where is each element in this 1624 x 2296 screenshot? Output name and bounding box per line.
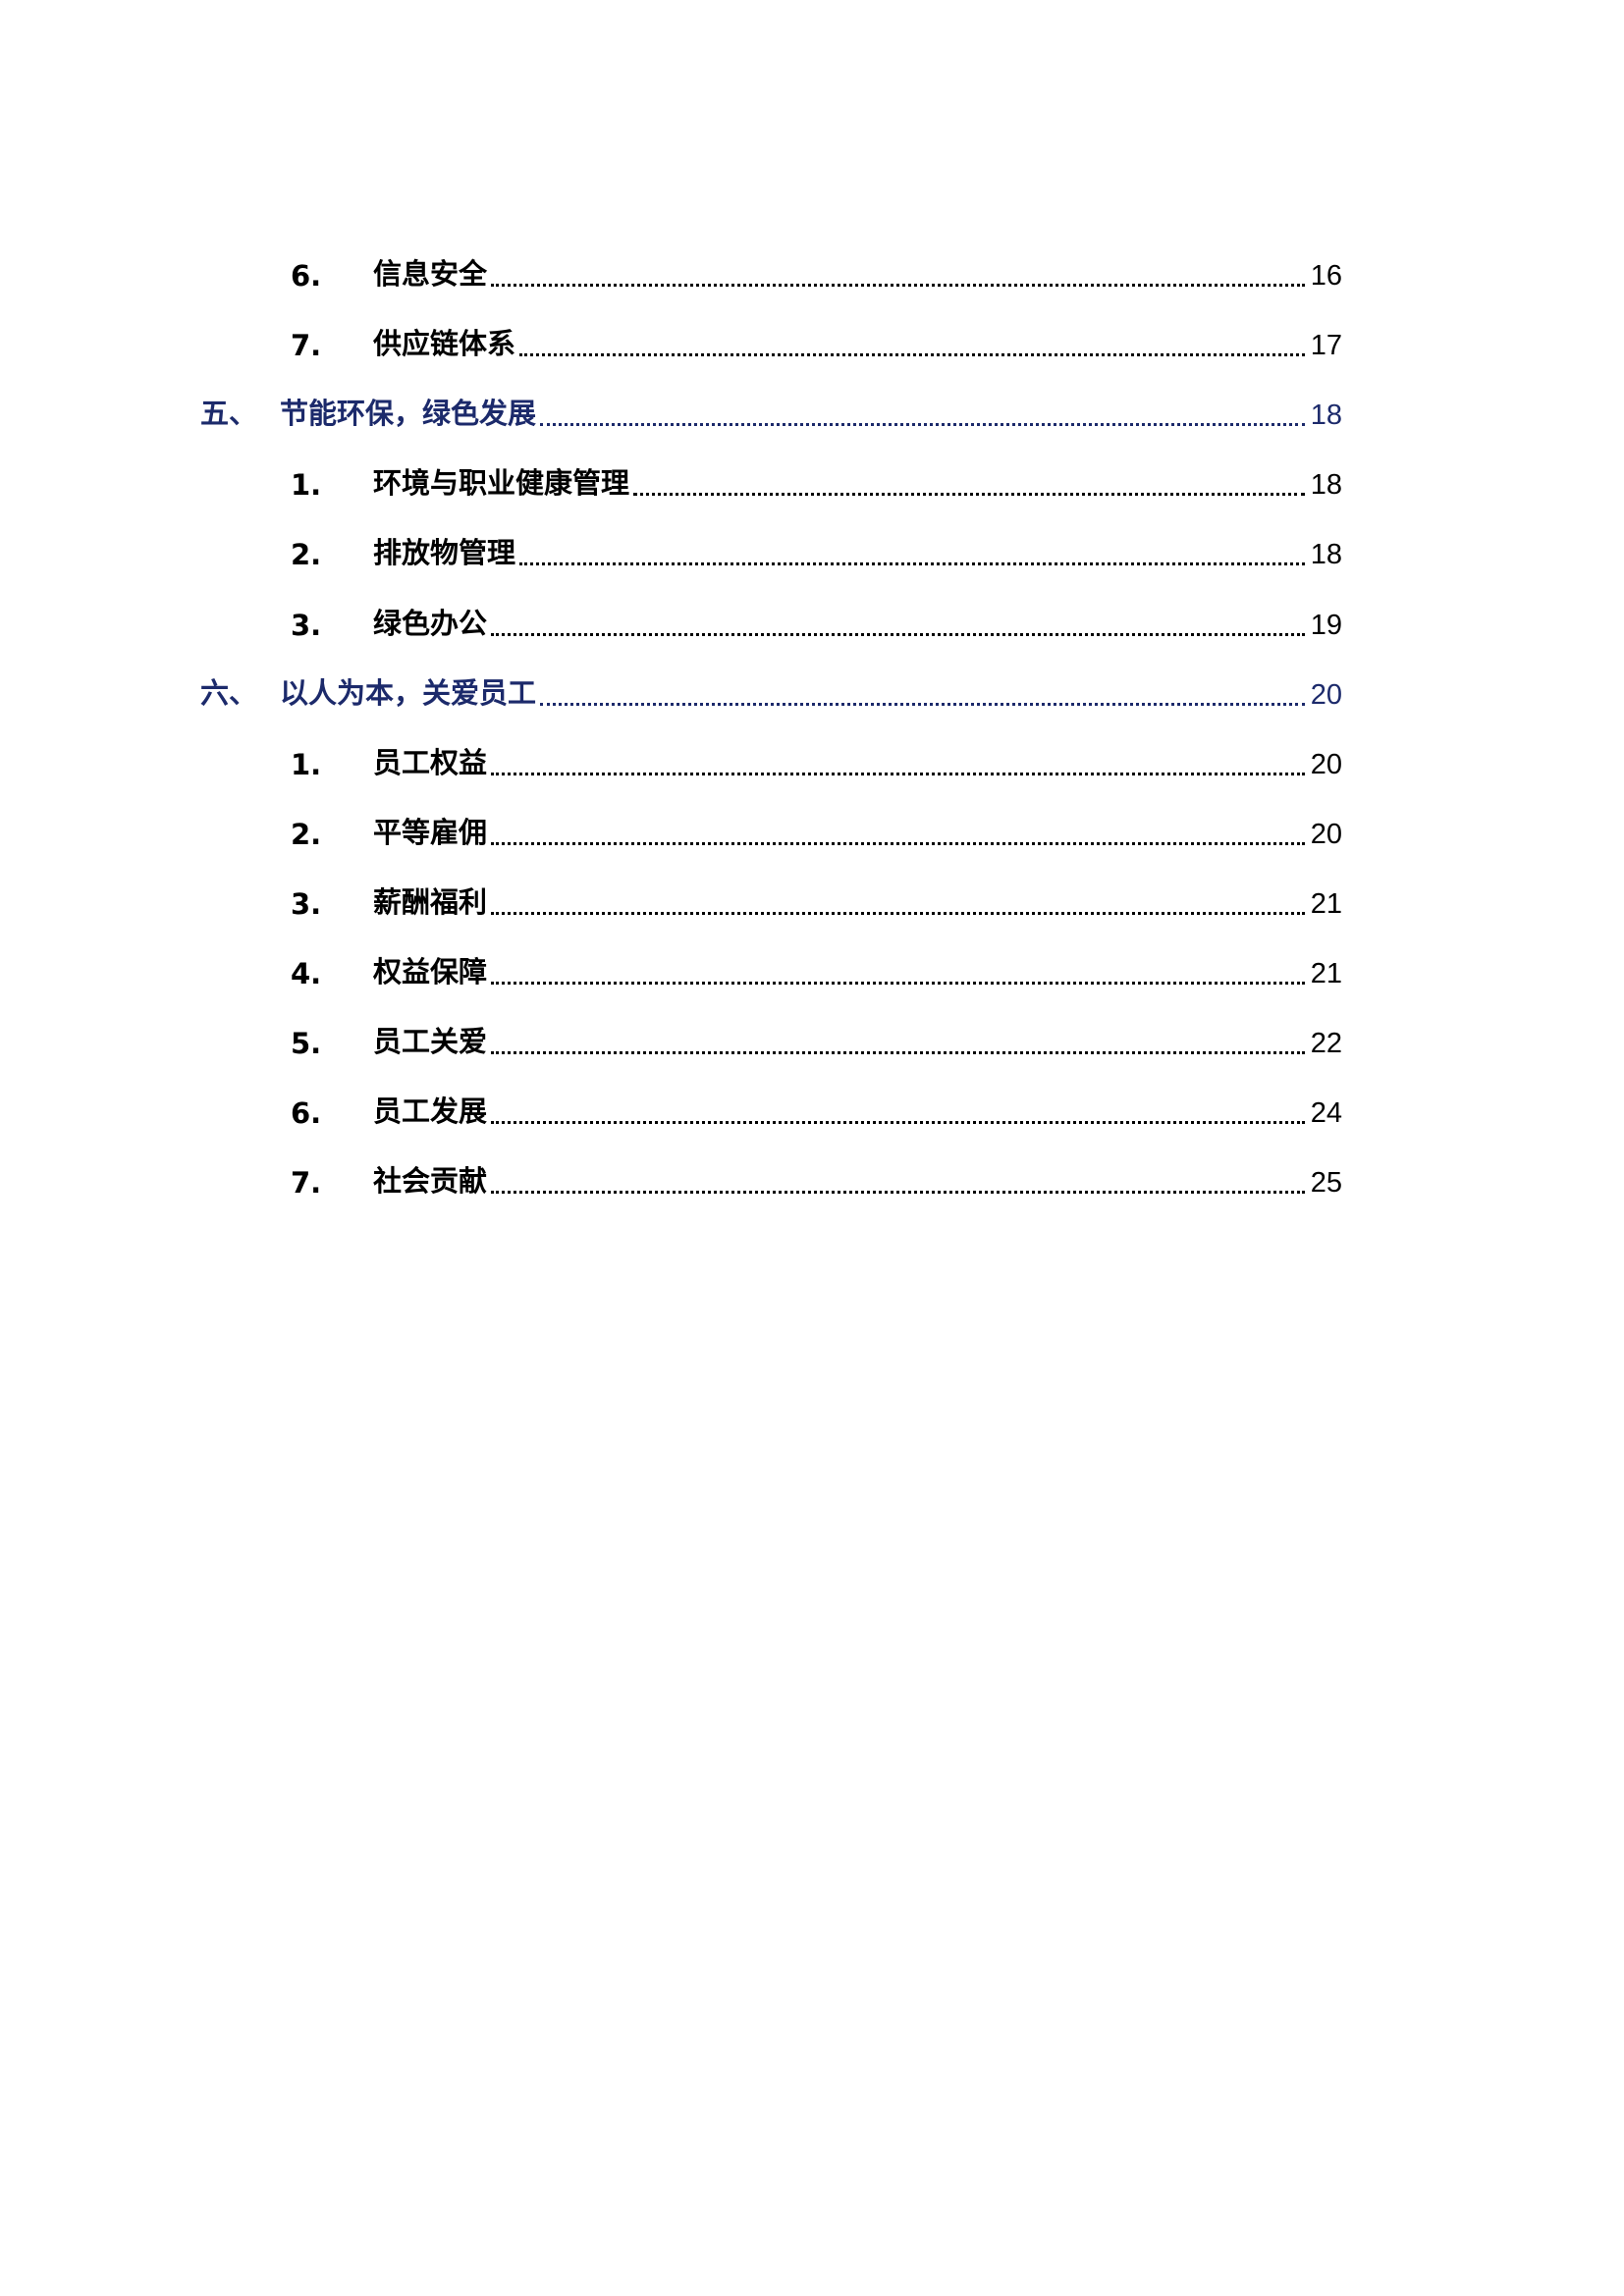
entry-title: 信息安全 [373, 257, 488, 291]
entry-title: 员工发展 [373, 1095, 488, 1129]
dot-leader [519, 353, 1305, 357]
toc-entry[interactable]: 2. 排放物管理 18 [0, 526, 1624, 575]
toc-entry[interactable]: 6. 信息安全 16 [0, 247, 1624, 296]
entry-page-number: 20 [1310, 818, 1342, 850]
toc-section-entry[interactable]: 五、 节能环保，绿色发展 18 [0, 387, 1624, 436]
dot-leader [540, 423, 1305, 427]
entry-number: 1. [291, 747, 322, 781]
entry-number: 六、 [200, 675, 258, 710]
entry-page-number: 21 [1310, 887, 1342, 920]
entry-title: 平等雇佣 [373, 815, 488, 849]
dot-leader [519, 562, 1305, 566]
toc-entry[interactable]: 7. 社会贡献 25 [0, 1154, 1624, 1203]
toc-entry[interactable]: 5. 员工关爱 22 [0, 1015, 1624, 1064]
entry-title: 环境与职业健康管理 [373, 466, 630, 501]
dot-leader [491, 911, 1305, 915]
entry-page-number: 19 [1310, 609, 1342, 641]
dot-leader [491, 1121, 1305, 1125]
entry-title: 员工关爱 [373, 1025, 488, 1059]
dot-leader [633, 493, 1305, 497]
entry-number: 5. [291, 1027, 322, 1061]
dot-leader [491, 772, 1305, 775]
entry-number: 3. [291, 608, 322, 642]
entry-number: 6. [291, 259, 322, 293]
toc-entry[interactable]: 4. 权益保障 21 [0, 945, 1624, 994]
entry-number: 6. [291, 1096, 322, 1131]
dot-leader [491, 1051, 1305, 1055]
toc-entry[interactable]: 1. 员工权益 20 [0, 736, 1624, 785]
dot-leader [491, 1191, 1305, 1195]
toc-section-entry[interactable]: 六、 以人为本，关爱员工 20 [0, 667, 1624, 716]
toc-entry[interactable]: 2. 平等雇佣 20 [0, 806, 1624, 855]
entry-page-number: 18 [1310, 400, 1342, 432]
dot-leader [491, 982, 1305, 985]
entry-number: 3. [291, 886, 322, 921]
entry-title: 员工权益 [373, 745, 488, 779]
entry-title: 权益保障 [373, 955, 488, 988]
entry-page-number: 17 [1310, 330, 1342, 362]
entry-page-number: 18 [1310, 469, 1342, 502]
dot-leader [540, 702, 1305, 706]
entry-page-number: 21 [1310, 958, 1342, 989]
entry-number: 7. [291, 1166, 322, 1201]
toc-entry[interactable]: 3. 绿色办公 19 [0, 597, 1624, 646]
entry-page-number: 20 [1310, 748, 1342, 780]
entry-page-number: 25 [1310, 1167, 1342, 1200]
entry-number: 2. [291, 538, 322, 572]
entry-title: 以人为本，关爱员工 [280, 675, 537, 710]
entry-number: 4. [291, 957, 322, 990]
entry-page-number: 16 [1310, 260, 1342, 292]
toc-entry[interactable]: 1. 环境与职业健康管理 18 [0, 456, 1624, 506]
toc-entry[interactable]: 3. 薪酬福利 21 [0, 876, 1624, 925]
dot-leader [491, 632, 1305, 636]
entry-title: 绿色办公 [373, 606, 488, 640]
entry-page-number: 22 [1310, 1028, 1342, 1060]
entry-title: 薪酬福利 [373, 884, 488, 919]
entry-title: 节能环保，绿色发展 [280, 397, 537, 431]
entry-page-number: 20 [1310, 678, 1342, 711]
entry-page-number: 24 [1310, 1097, 1342, 1130]
entry-number: 五、 [200, 397, 258, 431]
toc-entry[interactable]: 7. 供应链体系 17 [0, 317, 1624, 366]
entry-number: 1. [291, 468, 322, 503]
entry-number: 7. [291, 329, 322, 363]
entry-title: 社会贡献 [373, 1164, 488, 1199]
toc-entry[interactable]: 6. 员工发展 24 [0, 1085, 1624, 1134]
entry-page-number: 18 [1310, 539, 1342, 571]
entry-title: 排放物管理 [373, 536, 516, 570]
dot-leader [491, 841, 1305, 845]
entry-title: 供应链体系 [373, 327, 516, 361]
entry-number: 2. [291, 817, 322, 851]
dot-leader [491, 284, 1305, 287]
